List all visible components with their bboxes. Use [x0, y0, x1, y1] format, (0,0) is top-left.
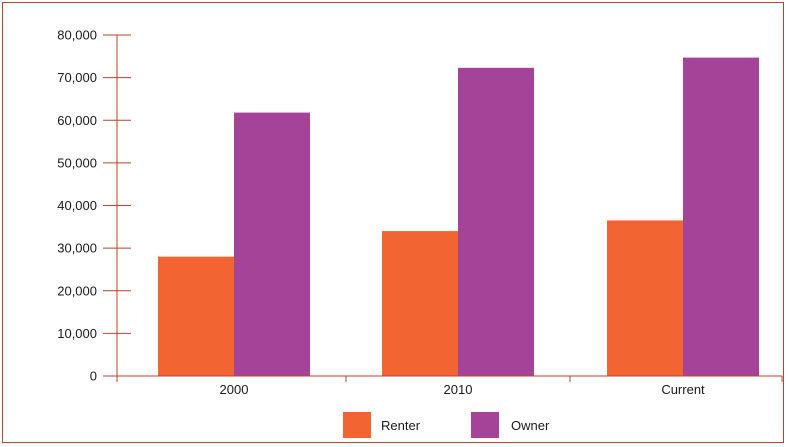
bar-owner-current	[683, 57, 759, 377]
bar-owner-2000	[234, 112, 310, 376]
y-tick-label: 80,000	[57, 28, 97, 43]
x-tick-label: Current	[661, 382, 705, 397]
bar-renter-2010	[382, 231, 458, 376]
bar-renter-current	[607, 220, 683, 376]
y-tick-label: 0	[90, 369, 97, 384]
legend-swatch-owner	[471, 412, 499, 438]
y-tick-label: 50,000	[57, 155, 97, 170]
x-tick-label: 2010	[444, 382, 473, 397]
bar-owner-2010	[458, 67, 534, 376]
y-tick-label: 10,000	[57, 326, 97, 341]
legend-swatch-renter	[343, 412, 371, 438]
y-tick-label: 30,000	[57, 241, 97, 256]
y-tick-label: 70,000	[57, 70, 97, 85]
y-tick-label: 40,000	[57, 198, 97, 213]
legend-label-owner: Owner	[511, 418, 550, 433]
y-tick-label: 20,000	[57, 283, 97, 298]
legend-label-renter: Renter	[381, 418, 421, 433]
bar-renter-2000	[158, 256, 234, 376]
y-tick-label: 60,000	[57, 113, 97, 128]
x-tick-label: 2000	[220, 382, 249, 397]
